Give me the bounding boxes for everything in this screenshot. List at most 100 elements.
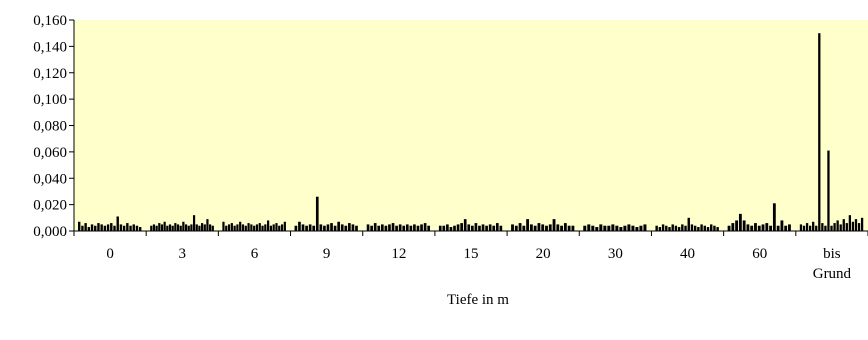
bar — [552, 219, 556, 231]
bar — [355, 225, 358, 231]
bar — [474, 223, 478, 231]
bar — [788, 224, 791, 231]
bar — [615, 225, 619, 231]
x-tick-label: 12 — [391, 246, 406, 262]
bar — [548, 224, 552, 231]
bar — [545, 225, 548, 231]
bar — [319, 224, 323, 231]
bar — [323, 225, 326, 231]
bar — [184, 224, 188, 231]
bar — [674, 225, 678, 231]
bar — [690, 224, 694, 231]
y-tick-label: 0,120 — [33, 66, 67, 82]
bar — [716, 227, 719, 231]
bar — [176, 224, 180, 231]
bar — [163, 221, 166, 231]
bar — [278, 225, 281, 231]
bar — [681, 224, 684, 231]
y-tick-label: 0,080 — [33, 119, 67, 135]
bar — [591, 225, 595, 231]
bar — [631, 225, 635, 231]
y-tick-label: 0,020 — [33, 198, 67, 214]
bar — [195, 224, 198, 231]
bar — [247, 223, 250, 231]
bar — [264, 224, 267, 231]
bar — [337, 221, 340, 231]
bar — [150, 225, 153, 231]
bar — [467, 224, 471, 231]
bar — [456, 224, 460, 231]
bar — [179, 225, 182, 231]
bar — [275, 223, 278, 231]
bar — [824, 225, 827, 231]
bar — [272, 224, 275, 231]
bar — [595, 227, 599, 231]
bar — [81, 225, 84, 231]
bar — [250, 224, 253, 231]
bar — [225, 225, 228, 231]
bar — [200, 223, 204, 231]
bar — [776, 225, 780, 231]
bar — [665, 225, 668, 231]
bar — [623, 225, 627, 231]
bar — [857, 223, 861, 231]
x-tick-label: 60 — [752, 246, 767, 262]
y-tick-label: 0,100 — [33, 92, 67, 108]
x-tick-label: 9 — [323, 246, 331, 262]
bar — [772, 203, 776, 231]
bar — [481, 224, 485, 231]
bar — [710, 224, 713, 231]
bar — [402, 225, 406, 231]
bars-layer — [78, 33, 864, 231]
bar — [152, 224, 156, 231]
bar — [227, 224, 231, 231]
bar — [848, 215, 852, 231]
bar — [113, 225, 116, 231]
bar — [687, 217, 690, 231]
bar — [384, 225, 388, 231]
bar — [409, 225, 413, 231]
bar — [280, 224, 284, 231]
bar — [326, 224, 330, 231]
bar — [122, 225, 126, 231]
bar — [370, 225, 373, 231]
bar — [423, 223, 427, 231]
bar — [388, 224, 391, 231]
bar — [818, 33, 821, 231]
y-tick-label: 0,040 — [33, 171, 67, 187]
bar — [366, 224, 370, 231]
bar — [511, 224, 514, 231]
bar — [769, 225, 772, 231]
x-tick-label: 15 — [464, 246, 479, 262]
bar — [821, 223, 824, 231]
bar — [87, 227, 91, 231]
bar — [571, 225, 575, 231]
x-tick-label: 3 — [179, 246, 187, 262]
bar — [514, 225, 518, 231]
bar — [499, 225, 503, 231]
bar — [261, 225, 264, 231]
bar — [567, 225, 571, 231]
bar — [230, 223, 233, 231]
bar — [398, 224, 402, 231]
bar — [416, 225, 420, 231]
x-tick-label: 40 — [680, 246, 695, 262]
bar — [802, 225, 806, 231]
bar — [700, 224, 703, 231]
bar — [449, 227, 453, 231]
bar — [603, 225, 607, 231]
x-tick-label: 20 — [536, 246, 551, 262]
bar — [643, 224, 647, 231]
bar — [171, 225, 174, 231]
bar — [78, 221, 81, 231]
bar — [391, 223, 395, 231]
bar — [611, 224, 615, 231]
x-tick-label: bis Grund — [813, 246, 852, 282]
bar — [438, 225, 442, 231]
bar — [808, 225, 812, 231]
bar — [269, 225, 272, 231]
bar — [253, 225, 256, 231]
bar — [236, 224, 239, 231]
bar — [380, 224, 384, 231]
bar — [97, 223, 100, 231]
